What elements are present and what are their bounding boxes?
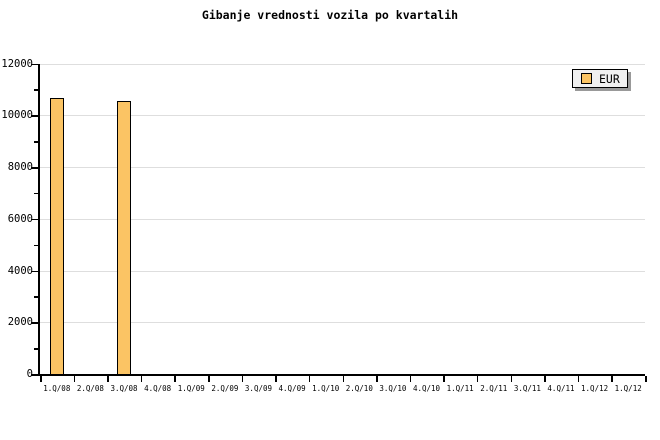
y-axis-tick-minor: [34, 244, 38, 247]
x-axis-label: 2.Q/09: [211, 384, 239, 393]
x-axis-tick: [241, 376, 244, 382]
y-axis-label: 4000: [7, 264, 33, 277]
x-axis-label: 1.Q/08: [43, 384, 71, 393]
gridline: [40, 322, 645, 324]
x-axis-label: 4.Q/08: [144, 384, 172, 393]
y-axis-label: 0: [26, 368, 33, 380]
x-axis-tick: [140, 376, 143, 382]
x-axis-label: 4.Q/09: [278, 384, 306, 393]
x-axis-tick: [73, 376, 76, 382]
x-axis-label: 4.Q/11: [547, 384, 575, 393]
y-axis-tick: [31, 270, 38, 272]
y-axis-label: 6000: [7, 212, 33, 225]
x-axis-label: 3.Q/10: [379, 384, 407, 393]
x-axis-tick: [611, 376, 613, 382]
x-axis-tick: [342, 376, 344, 382]
x-axis-label: 3.Q/08: [110, 384, 138, 393]
y-axis-label: 8000: [7, 161, 33, 173]
gridline: [40, 218, 645, 220]
y-axis-label: 12000: [1, 57, 33, 70]
gridline: [40, 63, 645, 65]
y-axis-tick: [31, 115, 38, 117]
x-axis-label: 2.Q/11: [480, 384, 508, 393]
x-axis-label: 1.Q/12: [581, 384, 609, 393]
y-axis-tick-minor: [34, 348, 38, 350]
x-axis-tick: [577, 376, 580, 382]
y-axis-tick-minor: [34, 141, 38, 143]
x-axis: [38, 374, 645, 376]
legend: EUR: [572, 69, 628, 88]
y-axis-tick-minor: [34, 192, 38, 195]
x-axis-tick: [443, 376, 445, 382]
x-axis-label: 2.Q/08: [76, 384, 104, 393]
x-axis-tick: [376, 376, 378, 382]
legend-swatch-icon: [581, 73, 592, 84]
x-axis-label: 1.Q/09: [177, 384, 205, 393]
y-axis-tick: [31, 218, 38, 221]
x-axis-label: 1.Q/12: [614, 384, 642, 393]
x-axis-tick: [476, 376, 479, 382]
gridline: [40, 115, 645, 117]
x-axis-label: 3.Q/11: [513, 384, 541, 393]
x-axis-label: 1.Q/11: [446, 384, 474, 393]
x-axis-label: 4.Q/10: [412, 384, 441, 393]
bar-3.Q/08: [117, 101, 132, 374]
y-axis-tick: [31, 167, 38, 169]
y-axis-label: 2000: [7, 316, 33, 329]
x-axis-label: 2.Q/10: [345, 384, 373, 393]
legend-label: EUR: [599, 71, 620, 86]
y-axis-tick-minor: [34, 89, 38, 91]
bar-1.Q/08: [49, 98, 64, 374]
x-axis-tick: [40, 376, 42, 382]
y-axis-tick-minor: [34, 296, 38, 298]
chart-title: Gibanje vrednosti vozila po kvartalih: [201, 8, 459, 22]
y-axis-tick: [31, 374, 38, 376]
y-axis-tick: [31, 322, 38, 324]
x-axis-tick: [544, 376, 546, 382]
x-axis-tick: [409, 376, 412, 382]
x-axis-tick: [174, 376, 176, 382]
y-axis-tick: [31, 63, 38, 65]
y-axis: [38, 63, 40, 374]
x-axis-tick: [208, 376, 210, 382]
x-axis-label: 1.Q/10: [312, 384, 340, 393]
y-axis-label: 10000: [1, 109, 33, 122]
x-axis-tick: [510, 376, 513, 382]
x-axis-tick: [308, 376, 311, 382]
x-axis-label: 3.Q/09: [244, 384, 273, 393]
gridline: [40, 167, 645, 168]
x-axis-tick: [275, 376, 277, 382]
x-axis-tick: [107, 376, 109, 382]
gridline: [40, 270, 645, 272]
x-axis-tick: [645, 376, 647, 382]
